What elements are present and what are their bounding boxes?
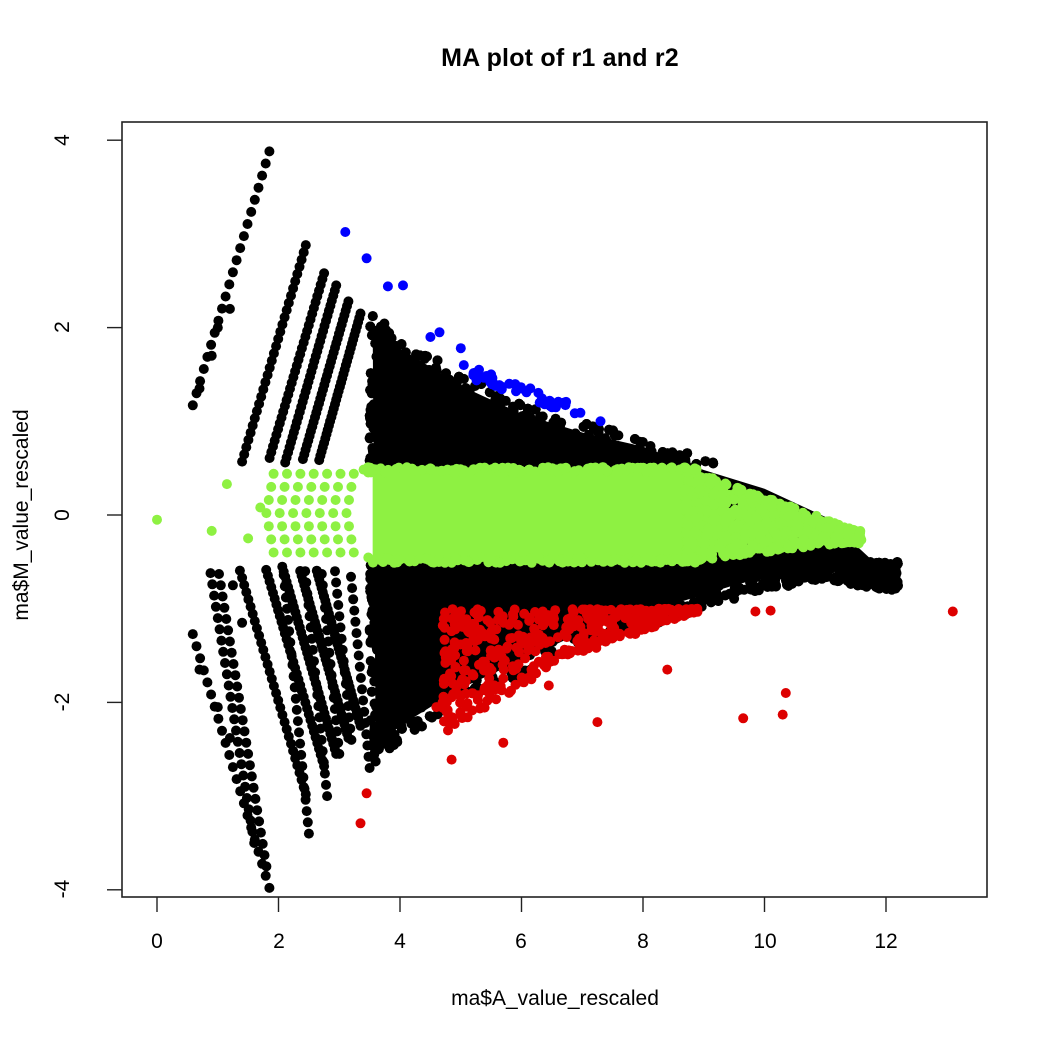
x-tick-label: 8 [637,930,649,953]
y-tick-label: 2 [51,321,74,333]
y-tick-label: 4 [51,134,74,146]
plot-frame [121,121,988,898]
y-axis-label: ma$M_value_rescaled [10,409,33,621]
x-axis-label: ma$A_value_rescaled [451,987,659,1010]
x-tick-label: 12 [874,930,898,953]
axis-ticks [107,139,887,912]
x-tick-label: 2 [273,930,285,953]
y-tick-label: 0 [51,509,74,521]
x-tick-label: 6 [515,930,527,953]
y-tick-label: -2 [51,692,74,712]
chart-title: MA plot of r1 and r2 [441,44,679,72]
x-tick-label: 0 [151,930,163,953]
blue-points-layer [340,227,606,427]
red-points-layer [355,603,958,829]
x-tick-label: 10 [753,930,777,953]
green-points-layer [152,462,867,568]
x-tick-label: 4 [394,930,406,953]
y-tick-label: -4 [51,879,74,899]
